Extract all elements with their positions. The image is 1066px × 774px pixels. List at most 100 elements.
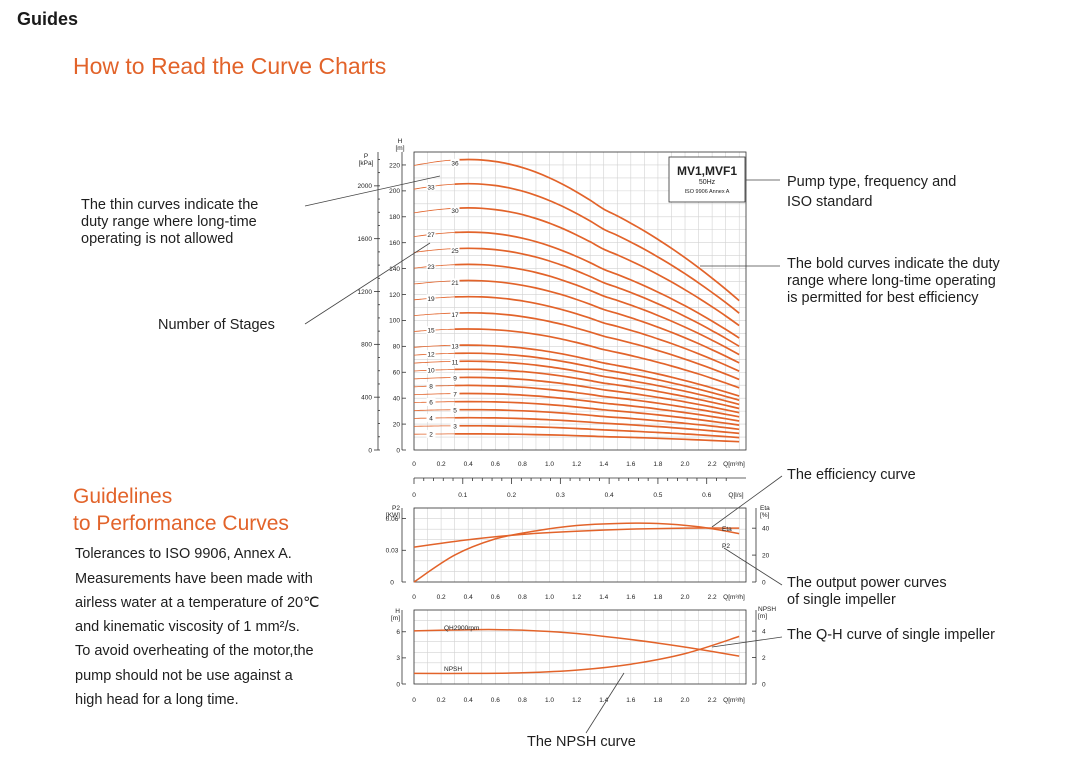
stage-label-bg (426, 382, 436, 391)
qh-series-label: QH2900rpm (444, 625, 479, 632)
callout-bold-curves: The bold curves indicate the duty range … (787, 256, 1000, 307)
main-chart: 020406080100120140160180200220H[m]040080… (358, 138, 747, 499)
stage-label-bg (426, 326, 436, 335)
efficiency-axis-label: 20 (762, 552, 770, 559)
flow-axis-label: 1.2 (572, 461, 581, 468)
flow-ls-label: 0.6 (702, 492, 711, 499)
flow-axis-label: 0.2 (437, 697, 446, 704)
guideline-text-line: airless water at a temperature of 20℃ (75, 595, 320, 611)
pressure-axis-label: 0 (368, 447, 372, 454)
efficiency-axis-label: 40 (762, 525, 770, 532)
stage-label-bg (450, 310, 460, 319)
stage-label-bg (450, 246, 460, 255)
head-axis-label: 120 (389, 292, 400, 299)
head-axis-title: H (398, 138, 403, 145)
callout-efficiency: The efficiency curve (787, 467, 916, 483)
legend-box (668, 156, 746, 203)
npsh-axis-label: 4 (762, 628, 766, 635)
flow-axis-label: 0 (412, 594, 416, 601)
flow-axis-label: 1.6 (626, 594, 635, 601)
power-axis-label: 0.06 (386, 516, 399, 523)
head-axis-label: 200 (389, 188, 400, 195)
guideline-text-line: high head for a long time. (75, 692, 239, 708)
flow-ls-label: 0.4 (605, 492, 614, 499)
stage-label-bg (450, 358, 460, 367)
flow-axis-label: 1.0 (545, 461, 554, 468)
stage-label: 12 (427, 352, 435, 359)
callout-thin-curves-line: duty range where long-time (81, 214, 257, 230)
pressure-axis-label: 400 (361, 394, 372, 401)
flow-axis-label: 1.8 (653, 594, 662, 601)
head-axis-title: H (395, 608, 400, 615)
flow-axis-label: 0.2 (437, 461, 446, 468)
flow-ls-label: 0.3 (556, 492, 565, 499)
stage-label-bg (450, 342, 460, 351)
guideline-text-line: and kinematic viscosity of 1 mm²/s. (75, 619, 300, 635)
callout-leader-line (304, 242, 431, 325)
bold-stage-curve (454, 158, 740, 302)
callout-bold-curves-line: is permitted for best efficiency (787, 290, 979, 306)
flow-axis-label: 0.8 (518, 697, 527, 704)
flow-axis-label: 2.2 (708, 697, 717, 704)
flow-axis-label: 1.2 (572, 697, 581, 704)
power-series-label: P2 (722, 543, 730, 550)
bold-stage-curve (454, 207, 740, 327)
stage-label-bg (450, 390, 460, 399)
stage-label-bg (450, 405, 460, 414)
stage-label-bg (450, 278, 460, 287)
flow-axis-label: 0.6 (491, 697, 500, 704)
flow-ls-label: 0.1 (458, 492, 467, 499)
flow-ls-label: 0 (412, 492, 416, 499)
legend-model: MV1,MVF1 (677, 164, 737, 178)
head-axis-label: 40 (393, 395, 401, 402)
head-axis-label: 3 (396, 655, 400, 662)
stage-label: 10 (427, 368, 435, 375)
guidelines-heading: Guidelines (73, 485, 173, 508)
npsh-curve (413, 635, 740, 675)
main-heading: How to Read the Curve Charts (73, 53, 387, 79)
callout-output-power-line: of single impeller (787, 592, 896, 608)
flow-axis-label: 0.6 (491, 594, 500, 601)
guideline-text-line: Measurements have been made with (75, 571, 313, 587)
flow-axis-label: 0.2 (437, 594, 446, 601)
callout-output-power: The output power curves of single impell… (787, 575, 947, 609)
qh-curve (413, 628, 740, 657)
stage-label: 17 (451, 312, 459, 319)
flow-axis-label: 1.4 (599, 594, 608, 601)
flow-axis-label: 1.0 (545, 697, 554, 704)
head-axis-title: [m] (395, 145, 404, 152)
stage-label-bg (450, 158, 460, 167)
thin-stage-curve (413, 344, 455, 348)
plot-frame (413, 507, 747, 583)
stage-label: 19 (427, 296, 435, 303)
callout-bold-curves-line: The bold curves indicate the duty (787, 256, 1000, 272)
stage-label-bg (426, 350, 436, 359)
callout-pump-type-line: ISO standard (787, 194, 873, 210)
stage-label-bg (426, 366, 436, 375)
pressure-axis-label: 1200 (358, 289, 373, 296)
flow-axis-label: 2.0 (680, 461, 689, 468)
guideline-text-line: pump should not be use against a (75, 668, 293, 684)
efficiency-series-label: Eta (722, 526, 732, 533)
flow-axis-label: 0 (412, 461, 416, 468)
efficiency-curve (413, 522, 740, 583)
callout-qh: The Q-H curve of single impeller (787, 627, 995, 643)
stage-label-bg (426, 294, 436, 303)
stage-label-bg (426, 262, 436, 271)
flow-axis-label: 2.0 (680, 594, 689, 601)
bold-stage-curve (454, 295, 740, 372)
stage-label: 11 (452, 360, 459, 367)
flow-axis-label: 0.8 (518, 461, 527, 468)
head-axis-label: 6 (396, 629, 400, 636)
stage-label-bg (426, 397, 436, 406)
guides-title: Guides (17, 9, 79, 29)
bold-stage-curve (454, 344, 740, 397)
callout-thin-curves-line: The thin curves indicate the (81, 197, 259, 213)
bold-stage-curve (454, 392, 740, 422)
npsh-axis-title: [m] (758, 613, 767, 620)
stage-label: 5 (453, 407, 457, 414)
callout-stages: Number of Stages (158, 317, 275, 333)
guideline-text-line: Tolerances to ISO 9906, Annex A. (75, 546, 292, 562)
stage-label: 21 (451, 280, 459, 287)
